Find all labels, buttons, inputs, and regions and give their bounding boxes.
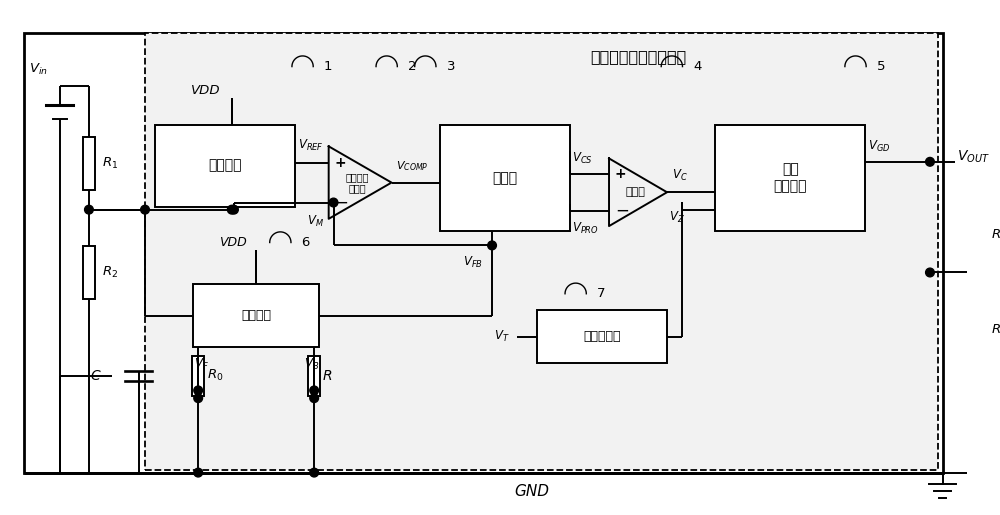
Circle shape	[926, 158, 934, 166]
Text: 1: 1	[324, 60, 332, 73]
Text: 7: 7	[597, 287, 605, 300]
Circle shape	[310, 394, 319, 403]
Circle shape	[488, 241, 496, 250]
Circle shape	[310, 468, 319, 477]
Text: +: +	[615, 167, 626, 181]
Bar	[537, 310, 667, 364]
Bar	[973, 304, 986, 357]
Text: $V_{FB}$: $V_{FB}$	[463, 255, 483, 270]
Text: 有源功率因数校正电路: 有源功率因数校正电路	[590, 49, 686, 64]
Circle shape	[194, 386, 203, 395]
Bar	[308, 356, 320, 396]
Circle shape	[926, 268, 934, 277]
Bar	[192, 356, 204, 396]
Bar	[440, 125, 570, 231]
Bar	[24, 33, 943, 473]
Text: R: R	[323, 369, 333, 383]
Text: C: C	[90, 369, 100, 383]
Text: $V_{COMP}$: $V_{COMP}$	[396, 159, 429, 173]
Text: $V_{PRO}$: $V_{PRO}$	[572, 220, 599, 236]
Text: $V_{REF}$: $V_{REF}$	[298, 138, 324, 153]
Text: 3: 3	[447, 60, 455, 73]
Text: 逻辑
驱动电路: 逻辑 驱动电路	[774, 163, 807, 193]
Text: $R_2$: $R_2$	[102, 265, 118, 280]
Bar	[193, 284, 319, 347]
Circle shape	[85, 205, 93, 214]
Text: $R_4$: $R_4$	[991, 323, 1000, 338]
Text: VDD: VDD	[219, 236, 247, 249]
Circle shape	[230, 205, 238, 214]
Circle shape	[194, 394, 203, 403]
Circle shape	[310, 386, 319, 395]
Bar	[973, 209, 986, 262]
Text: 2: 2	[408, 60, 416, 73]
Text: $V_{OUT}$: $V_{OUT}$	[957, 149, 990, 165]
Text: $R_1$: $R_1$	[102, 156, 118, 171]
Text: $V_Z$: $V_Z$	[669, 210, 685, 225]
Circle shape	[975, 268, 984, 277]
Bar	[83, 246, 95, 299]
Text: GND: GND	[514, 485, 549, 500]
Text: 6: 6	[302, 236, 310, 249]
Text: $V_{CS}$: $V_{CS}$	[572, 151, 593, 166]
Text: $V_{in}$: $V_{in}$	[29, 62, 48, 77]
Text: $V_T$: $V_T$	[494, 329, 509, 345]
Text: 乘法器: 乘法器	[493, 171, 518, 185]
Text: 第一误差
放大器: 第一误差 放大器	[345, 172, 369, 193]
Circle shape	[194, 468, 203, 477]
Text: −: −	[615, 202, 629, 220]
Text: 跟随电路: 跟随电路	[241, 309, 271, 322]
Circle shape	[329, 198, 338, 207]
Text: −: −	[334, 194, 348, 212]
Circle shape	[227, 205, 236, 214]
Text: $V_F$: $V_F$	[194, 356, 209, 372]
Circle shape	[975, 268, 984, 277]
Text: $R_3$: $R_3$	[991, 228, 1000, 243]
Text: VDD: VDD	[191, 84, 221, 97]
Text: 零电流检测: 零电流检测	[583, 330, 621, 344]
Bar	[155, 125, 295, 207]
Text: $V_B$: $V_B$	[304, 356, 319, 372]
Text: $V_C$: $V_C$	[672, 167, 688, 183]
Text: $V_M$: $V_M$	[307, 214, 324, 229]
Text: $R_0$: $R_0$	[207, 368, 223, 384]
Text: $V_{GD}$: $V_{GD}$	[868, 139, 890, 154]
Circle shape	[141, 205, 149, 214]
Text: 基准电源: 基准电源	[208, 159, 242, 173]
Bar	[715, 125, 865, 231]
Text: 4: 4	[693, 60, 701, 73]
Bar	[83, 136, 95, 190]
Bar	[145, 33, 938, 470]
Text: 比较器: 比较器	[625, 187, 645, 197]
Text: 5: 5	[877, 60, 885, 73]
Text: +: +	[334, 156, 346, 169]
